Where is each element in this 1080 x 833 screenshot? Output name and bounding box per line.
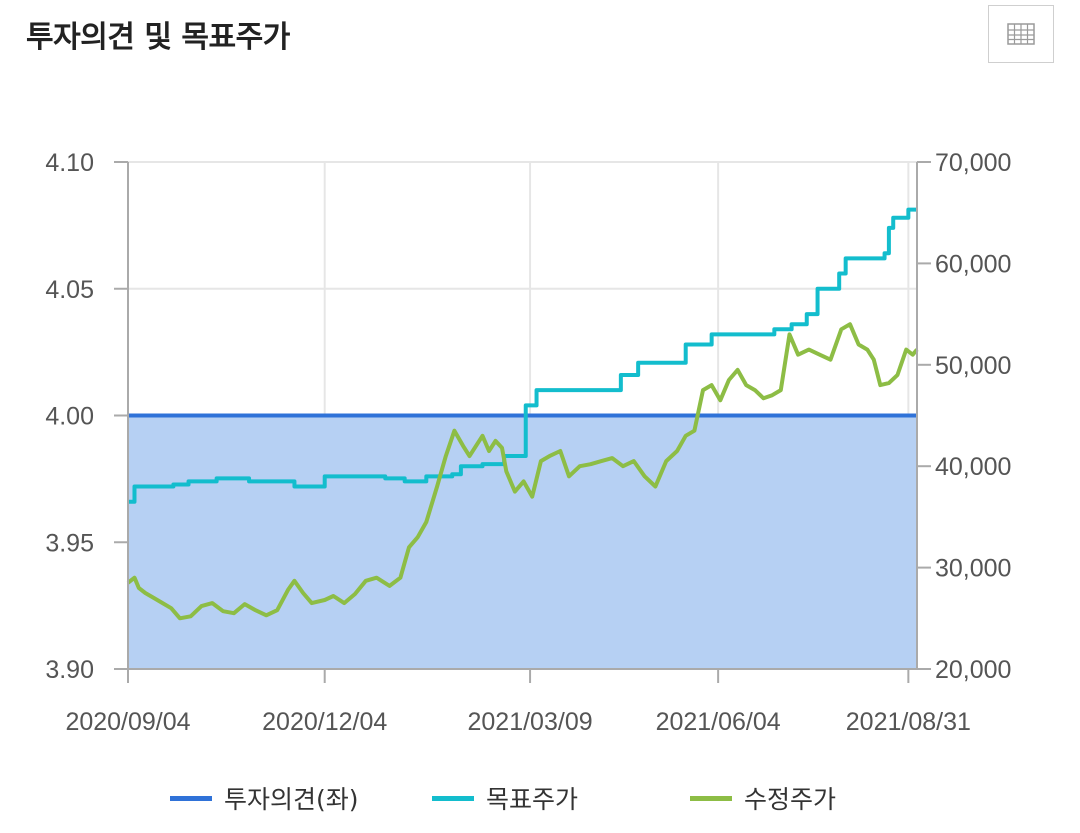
left-tick-label: 3.95 (45, 529, 94, 557)
page-title: 투자의견 및 목표주가 (26, 20, 290, 55)
table-grid-icon (1007, 23, 1035, 45)
legend-swatch-opinion (170, 795, 212, 801)
x-tick-label: 2021/08/31 (846, 708, 971, 736)
table-view-button[interactable] (988, 5, 1054, 63)
legend-item-target-price[interactable]: 목표주가 (432, 780, 578, 816)
legend-label-target-price: 목표주가 (486, 785, 579, 814)
left-tick-label: 4.05 (45, 276, 94, 304)
x-tick-label: 2021/03/09 (468, 708, 593, 736)
right-tick-label: 60,000 (935, 250, 1011, 278)
legend-item-opinion[interactable]: 투자의견(좌) (170, 780, 359, 816)
chart-area: 4.10 4.05 4.00 3.95 3.90 70,000 60,000 50,000 40… (45, 149, 1011, 736)
adjusted-price-line (126, 322, 919, 621)
x-tick-label: 2021/06/04 (656, 708, 781, 736)
x-tick-label: 2020/12/04 (262, 708, 387, 736)
right-tick-label: 50,000 (935, 352, 1011, 380)
left-tick-label: 4.10 (45, 149, 94, 177)
target-price-line (128, 207, 917, 504)
x-tick-label: 2020/09/04 (65, 708, 190, 736)
right-tick-label: 20,000 (935, 656, 1011, 684)
legend-item-adjusted-price[interactable]: 수정주가 (690, 780, 836, 816)
right-tick-label: 30,000 (935, 555, 1011, 583)
legend-swatch-target-price (432, 795, 474, 801)
right-tick-label: 40,000 (935, 453, 1011, 481)
legend-label-opinion: 투자의견(좌) (224, 785, 359, 814)
chart-legend: 투자의견(좌) 목표주가 수정주가 (0, 780, 1080, 820)
legend-swatch-adjusted-price (690, 795, 732, 801)
left-tick-label: 3.90 (45, 656, 94, 684)
left-tick-label: 4.00 (45, 403, 94, 431)
right-tick-label: 70,000 (935, 149, 1011, 177)
legend-label-adjusted-price: 수정주가 (744, 785, 837, 814)
opinion-area (128, 415, 917, 669)
